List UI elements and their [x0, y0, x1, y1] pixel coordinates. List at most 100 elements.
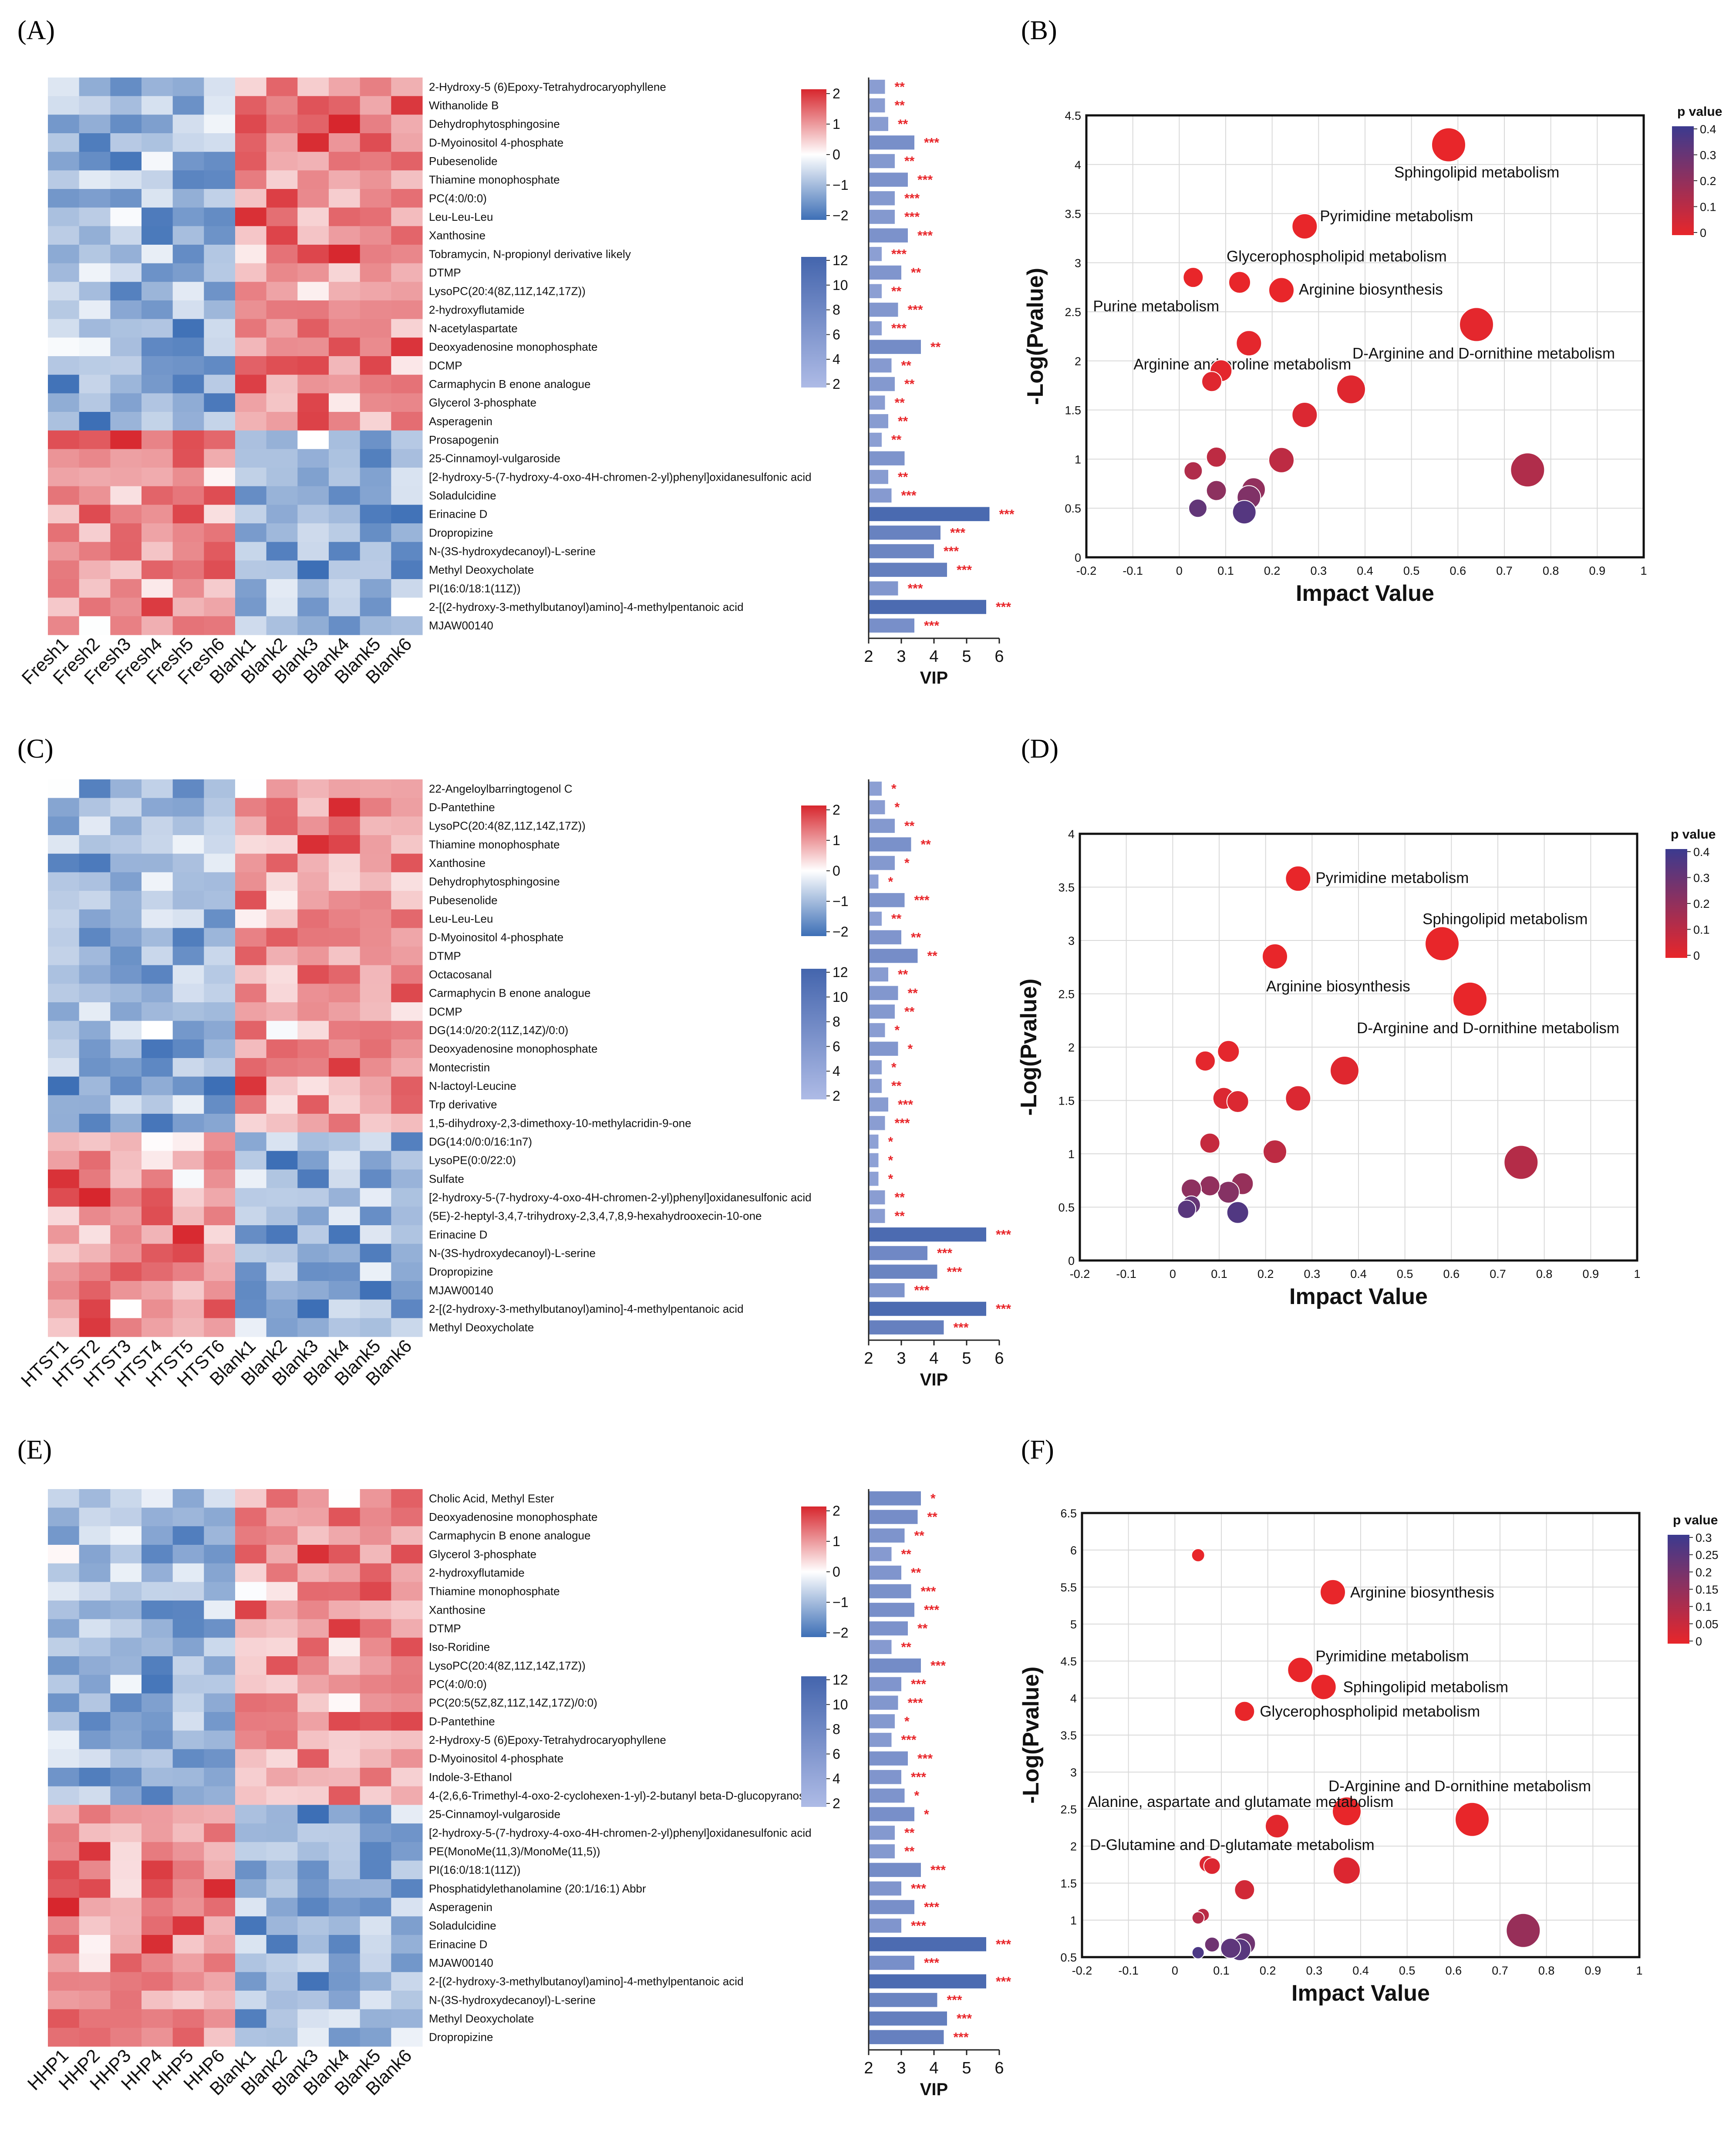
- heatmap-cell: [360, 505, 391, 524]
- y-tick-label: 3.5: [1060, 1729, 1077, 1742]
- heatmap-cell: [204, 798, 236, 817]
- heatmap-cell: [110, 597, 142, 617]
- vip-bar: [869, 135, 914, 150]
- y-tick-label: 4: [1075, 158, 1081, 172]
- heatmap-cell: [142, 468, 173, 487]
- x-tick-label: 0.5: [1397, 1267, 1413, 1281]
- heatmap-cell: [172, 1638, 204, 1657]
- y-tick-label: 0: [1068, 1254, 1075, 1267]
- legend-tick-label: 0.4: [1693, 846, 1710, 859]
- heatmap-cell: [48, 226, 80, 245]
- significance-stars: ***: [924, 1900, 939, 1914]
- y-axis-title: -Log(Pvalue): [1018, 1667, 1044, 1804]
- heatmap-cell: [172, 2028, 204, 2047]
- heatmap-cell: [235, 1916, 267, 1935]
- heatmap-cell: [204, 560, 236, 580]
- heatmap-cell: [142, 1805, 173, 1824]
- heatmap-cell: [235, 1169, 267, 1189]
- heatmap-cell: [297, 505, 329, 524]
- heatmap-cell: [391, 1786, 423, 1805]
- heatmap-cell: [48, 300, 80, 320]
- heatmap-cell: [172, 1693, 204, 1712]
- metabolite-label: Sulfate: [429, 1172, 464, 1185]
- heatmap-cell: [142, 1972, 173, 1991]
- heatmap-cell: [391, 1058, 423, 1077]
- vip-bar: [869, 1640, 892, 1654]
- heat-color-scale: [801, 805, 826, 936]
- heat-scale-tick-label: −2: [833, 924, 848, 940]
- metabolite-label: Leu-Leu-Leu: [429, 912, 493, 925]
- heatmap-cell: [235, 1225, 267, 1244]
- heatmap-cell: [204, 170, 236, 189]
- heatmap-cell: [79, 1526, 111, 1545]
- heatmap-cell: [266, 1225, 298, 1244]
- heatmap-cell: [110, 1619, 142, 1638]
- significance-stars: ***: [937, 1246, 952, 1260]
- heatmap-cell: [329, 1860, 361, 1880]
- heatmap-cell: [329, 1601, 361, 1620]
- vip-color-scale: [801, 969, 826, 1099]
- heatmap-cell: [391, 1545, 423, 1564]
- vip-tick-label: 2: [864, 1349, 873, 1368]
- heatmap-cell: [391, 1823, 423, 1843]
- heatmap-cell: [266, 1563, 298, 1582]
- vip-scale-tick-label: 8: [833, 1722, 840, 1737]
- heatmap-cell: [360, 579, 391, 598]
- heatmap-cell: [329, 798, 361, 817]
- heatmap-cell: [329, 1299, 361, 1318]
- x-axis-title: Impact Value: [1296, 581, 1434, 606]
- legend-tick-label: 0: [1693, 949, 1700, 962]
- heatmap-cell: [235, 505, 267, 524]
- heatmap-cell: [142, 1002, 173, 1021]
- heatmap-cell: [110, 1076, 142, 1095]
- heatmap-cell: [329, 1656, 361, 1675]
- heatmap-cell: [235, 1860, 267, 1880]
- heatmap-cell: [79, 78, 111, 97]
- heatmap-cell: [172, 1299, 204, 1318]
- heatmap-cell: [329, 1262, 361, 1281]
- heatmap-cell: [110, 1935, 142, 1954]
- heatmap-cell: [142, 779, 173, 799]
- heatmap-cell: [391, 1299, 423, 1318]
- vip-tick-label: 5: [962, 647, 971, 666]
- heatmap-cell: [360, 1262, 391, 1281]
- metabolite-label: PI(16:0/18:1(11Z)): [429, 1864, 521, 1877]
- heatmap-cell: [391, 1619, 423, 1638]
- significance-stars: **: [901, 1547, 912, 1562]
- pathway-point: [1285, 865, 1311, 892]
- heatmap-cell: [172, 1058, 204, 1077]
- heatmap-cell: [329, 779, 361, 799]
- heatmap-cell: [391, 1563, 423, 1582]
- x-tick-label: 0.3: [1306, 1964, 1323, 1977]
- vip-bar: [869, 98, 885, 113]
- heat-scale-tick-label: −1: [833, 177, 848, 193]
- heatmap-cell: [204, 337, 236, 357]
- significance-stars: **: [895, 80, 905, 94]
- heatmap-cell: [266, 2028, 298, 2047]
- metabolite-label: MJAW00140: [429, 1284, 493, 1297]
- heatmap-cell: [297, 226, 329, 245]
- heatmap-cell: [110, 1823, 142, 1843]
- heatmap-cell: [142, 207, 173, 226]
- heatmap-cell: [142, 965, 173, 984]
- heatmap-cell: [172, 965, 204, 984]
- heatmap-cell: [142, 1563, 173, 1582]
- heatmap-cell: [266, 430, 298, 449]
- significance-stars: ***: [891, 321, 907, 336]
- heatmap-cell: [110, 1972, 142, 1991]
- heatmap-cell: [172, 1206, 204, 1226]
- significance-stars: **: [911, 1566, 921, 1580]
- heatmap-cell: [48, 1805, 80, 1824]
- heatmap-cell: [142, 170, 173, 189]
- heatmap-cell: [391, 300, 423, 320]
- metabolite-label: Dropropizine: [429, 526, 493, 539]
- heatmap-cell: [297, 1526, 329, 1545]
- vip-bar: [869, 1134, 879, 1149]
- pathway-label: Glycerophospholipid metabolism: [1227, 248, 1447, 265]
- x-tick-label: 1: [1636, 1964, 1642, 1977]
- heatmap-cell: [297, 891, 329, 910]
- heatmap-cell: [266, 1749, 298, 1768]
- x-tick-label: 0.2: [1260, 1964, 1276, 1977]
- heatmap-cell: [142, 1879, 173, 1898]
- y-tick-label: 3: [1070, 1766, 1077, 1779]
